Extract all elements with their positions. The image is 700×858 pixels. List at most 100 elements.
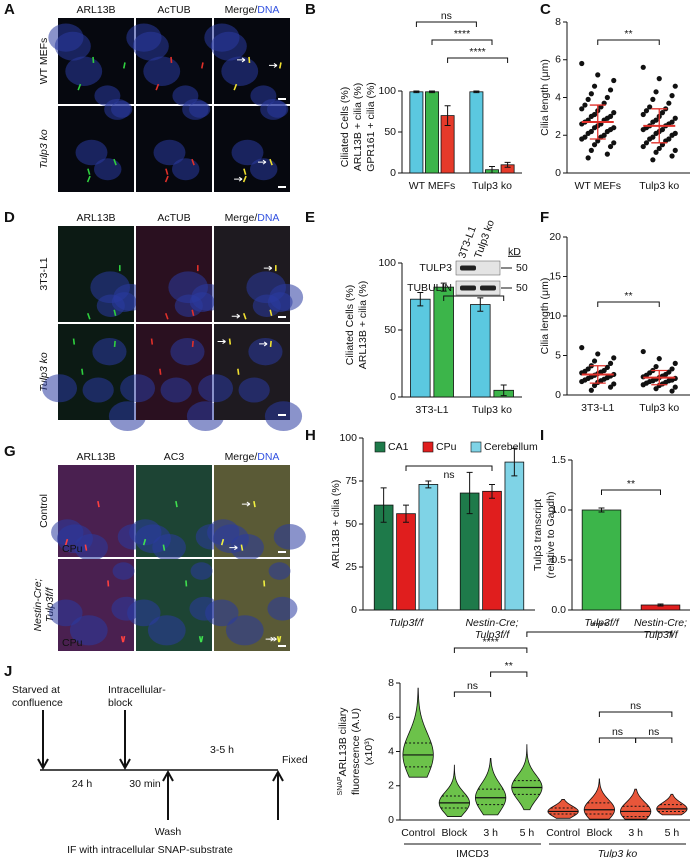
cilium [81, 368, 84, 375]
legend-swatch [422, 441, 434, 453]
error-bar [657, 603, 664, 607]
nucleus [267, 596, 298, 621]
timeline-arrow [272, 769, 284, 820]
cilium [150, 338, 154, 345]
point [659, 110, 666, 116]
nucleus [69, 615, 108, 646]
nucleus [268, 562, 291, 580]
legend-label: Cerebellum [484, 441, 538, 453]
x-tick-line: Tulp3f/f [584, 617, 619, 629]
y-tick-label: 8 [555, 16, 561, 28]
error-bar [473, 90, 480, 94]
panel-letter: F [540, 209, 549, 226]
nucleus [143, 56, 181, 86]
error-bar [380, 487, 387, 523]
nucleus [65, 56, 103, 86]
point [591, 358, 598, 364]
error-bar [440, 282, 447, 292]
point [650, 157, 656, 163]
error-bar [429, 90, 435, 94]
cilium [233, 83, 238, 91]
point [672, 147, 678, 153]
significance-label: ns [648, 726, 659, 738]
x-tick-label: WT MEFs [409, 180, 455, 192]
significance-bracket [405, 465, 493, 471]
significance-label: ** [624, 290, 632, 302]
nucleus [231, 139, 264, 166]
lane-label: Tulp3 ko [472, 218, 497, 260]
merge-label: Merge/ [225, 212, 258, 224]
nucleus [111, 292, 137, 313]
significance-bracket [453, 691, 492, 697]
cilium [113, 309, 117, 316]
cilium [164, 175, 169, 183]
cilium [278, 62, 282, 69]
caption: IF with intracellular SNAP-substrate [67, 844, 233, 856]
y-axis-label: ARL13B + cilia (%) [330, 480, 342, 568]
point [640, 64, 646, 70]
point [669, 153, 675, 159]
dna-label: DNA [257, 212, 279, 224]
point [595, 351, 601, 357]
column-label: AcTUB [157, 212, 190, 224]
point [640, 111, 646, 118]
significance-bracket [490, 671, 528, 677]
cilium [253, 500, 256, 508]
x-tick-label: 5 h [665, 827, 680, 839]
panel-letter: E [305, 209, 315, 226]
error-bar [489, 165, 495, 174]
cilium [220, 538, 225, 546]
significance-label: **** [591, 620, 607, 632]
y-tick-label: 0 [390, 391, 396, 403]
column-label: AcTUB [157, 4, 190, 16]
cilium [198, 635, 202, 643]
point [595, 72, 601, 78]
y-tick-label: 1.5 [551, 454, 566, 466]
point [653, 149, 659, 155]
nucleus [210, 31, 247, 61]
point [653, 363, 659, 370]
y-axis-label: ARL13B + cilia (%) [357, 281, 369, 369]
x-tick-label: Control [546, 827, 580, 839]
panel-letter: D [4, 209, 15, 226]
point [643, 108, 650, 114]
nucleus [49, 599, 83, 627]
nucleus [92, 338, 127, 366]
y-tick-label: 50 [345, 518, 357, 530]
group-label: Tulp3 ko [598, 848, 638, 858]
significance-bracket [443, 295, 505, 301]
point [650, 96, 656, 102]
point [647, 104, 653, 110]
point [579, 345, 585, 351]
cilium [120, 635, 124, 643]
point [604, 364, 610, 370]
nucleus [94, 158, 122, 181]
step-label: block [108, 697, 133, 709]
y-tick-label: 25 [345, 561, 357, 573]
nucleus [132, 31, 169, 61]
panel-letter: G [4, 443, 16, 460]
cilium [122, 62, 126, 69]
significance-bracket [447, 57, 509, 63]
nucleus [112, 562, 135, 580]
column-label: ARL13B [76, 4, 115, 16]
sd-bar [651, 108, 668, 144]
nucleus [221, 56, 259, 86]
x-tick-label: 3 h [628, 827, 643, 839]
significance-bracket [598, 711, 673, 717]
significance-bracket [597, 39, 660, 45]
point [643, 140, 650, 146]
y-tick-label: 0.0 [551, 604, 566, 616]
cilium [86, 175, 91, 183]
y-tick-label: 50 [384, 126, 396, 138]
panel-letter: I [540, 427, 544, 444]
arrow [241, 501, 251, 507]
point [585, 155, 591, 161]
y-tick-label: 8 [388, 677, 394, 689]
error-bar [489, 483, 495, 499]
nucleus [75, 139, 108, 166]
panel-letter: C [540, 1, 551, 18]
x-tick-label: 3 h [483, 827, 498, 839]
significance-bracket [601, 489, 661, 495]
cilium [162, 544, 166, 551]
